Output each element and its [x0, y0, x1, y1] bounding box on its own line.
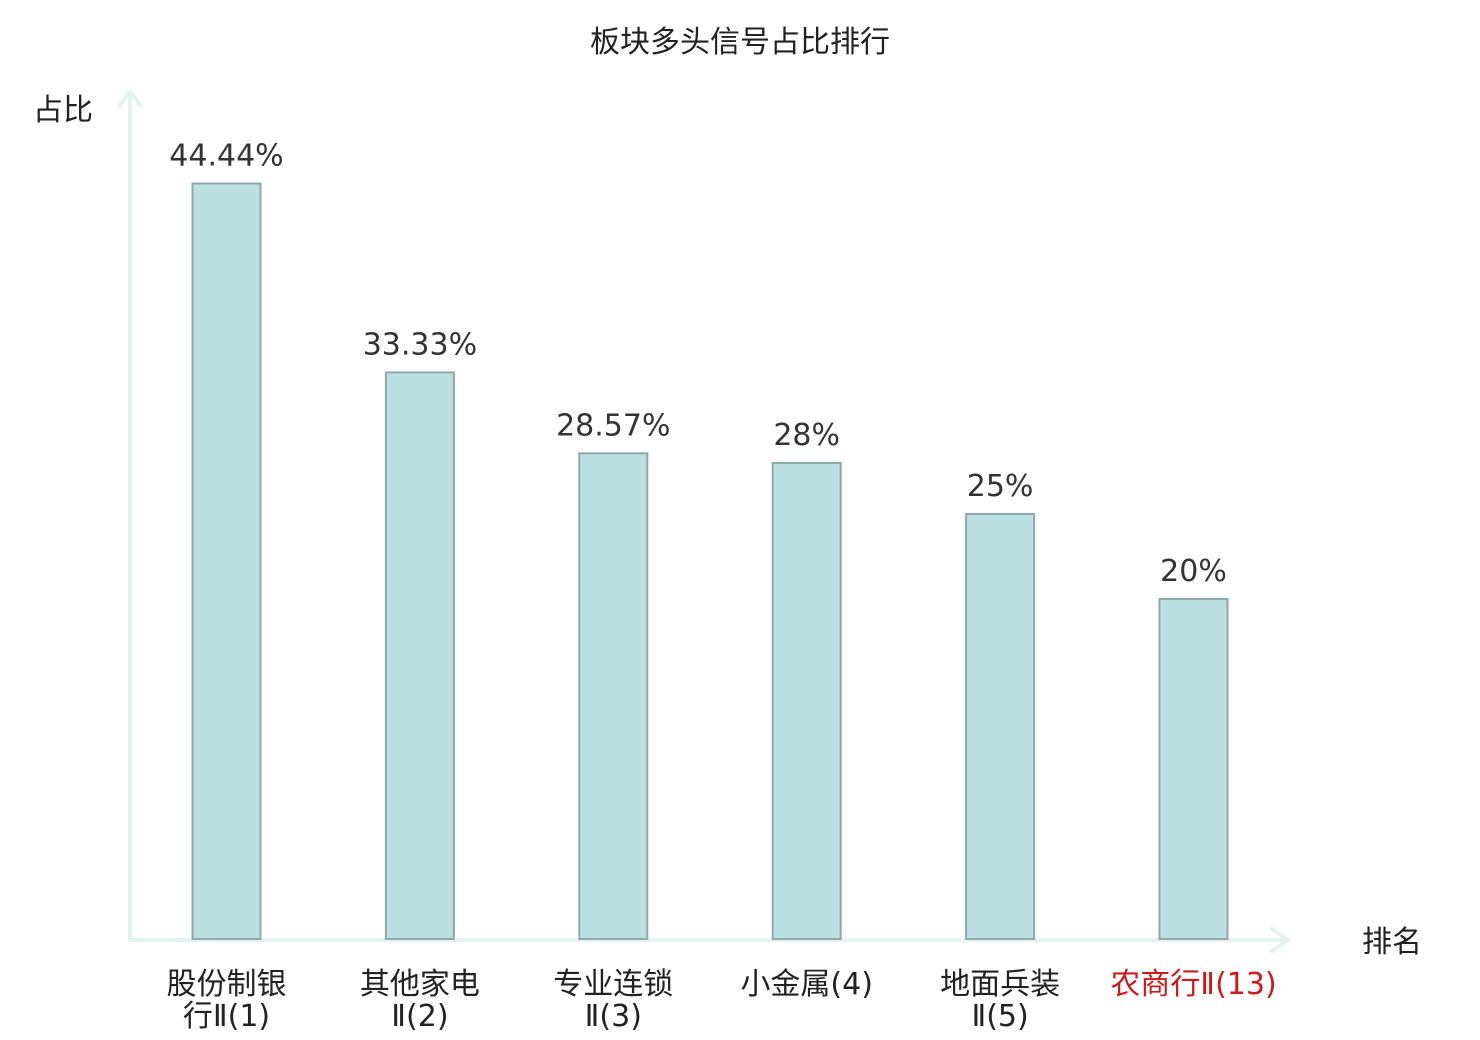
- value-label: 28%: [773, 418, 840, 453]
- value-label: 20%: [1160, 554, 1227, 589]
- bar: [1158, 598, 1229, 940]
- x-axis-label: 排名: [1362, 925, 1422, 960]
- bar: [965, 513, 1036, 940]
- value-labels: 44.44% 33.33% 28.57% 28% 25% 20%: [169, 139, 1227, 590]
- category-label: 农商行Ⅱ(13): [1110, 967, 1276, 1002]
- bar: [384, 371, 455, 940]
- category-label: 其他家电: [360, 967, 480, 1002]
- category-label: 股份制银: [167, 967, 287, 1002]
- category-label: 小金属(4): [740, 967, 873, 1002]
- y-axis-label: 占比: [33, 93, 93, 128]
- chart-title: 板块多头信号占比排行: [590, 25, 890, 60]
- x-axis-arrow-icon: [1270, 927, 1290, 953]
- bar: [771, 462, 842, 940]
- bar: [578, 452, 649, 940]
- category-label-line2: 行Ⅱ(1): [183, 999, 270, 1034]
- value-label: 44.44%: [169, 139, 283, 174]
- category-label: 专业连锁: [553, 967, 673, 1002]
- value-label: 33.33%: [363, 327, 477, 362]
- category-label: 地面兵装: [940, 967, 1060, 1002]
- axes: [117, 90, 1290, 953]
- value-label: 25%: [967, 469, 1034, 504]
- category-label-line2: Ⅱ(5): [971, 999, 1028, 1034]
- value-label: 28.57%: [556, 408, 670, 443]
- bars: [191, 182, 1229, 940]
- category-label-line2: Ⅱ(3): [585, 999, 642, 1034]
- bar: [191, 182, 262, 940]
- category-label-line2: Ⅱ(2): [391, 999, 448, 1034]
- y-axis-arrow-icon: [117, 90, 143, 108]
